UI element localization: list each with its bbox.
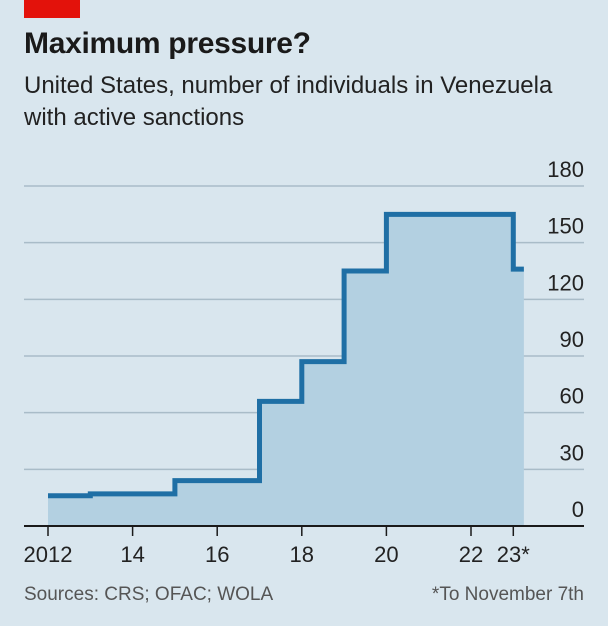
y-tick-label-0: 0 <box>572 497 584 522</box>
y-tick-label-150: 150 <box>547 214 584 239</box>
brand-tag <box>24 0 80 18</box>
x-axis-labels: 2012 14 16 18 20 22 23* <box>24 542 531 567</box>
y-tick-label-30: 30 <box>560 440 584 465</box>
x-axis <box>24 525 584 536</box>
series-line <box>48 211 524 499</box>
chart-title: Maximum pressure? <box>24 27 311 60</box>
x-tick-label-23*: 23* <box>497 542 530 567</box>
x-tick-label-16: 16 <box>205 542 229 567</box>
x-tick-label-18: 18 <box>290 542 314 567</box>
x-tick-label-2012: 2012 <box>24 542 73 567</box>
area-layer <box>48 214 524 527</box>
series-area <box>48 214 524 527</box>
y-tick-label-90: 90 <box>560 327 584 352</box>
sources-note: Sources: CRS; OFAC; WOLA <box>24 584 274 605</box>
line-layer <box>47 211 524 499</box>
y-tick-label-60: 60 <box>560 384 584 409</box>
footnote: *To November 7th <box>431 584 584 605</box>
y-tick-label-180: 180 <box>547 157 584 182</box>
x-tick-label-20: 20 <box>374 542 398 567</box>
y-axis-labels: 0 30 60 90 120 150 180 <box>547 157 584 522</box>
x-tick-label-14: 14 <box>120 542 144 567</box>
x-tick-label-22: 22 <box>459 542 483 567</box>
chart-subtitle: United States, number of individuals in … <box>24 72 553 131</box>
y-tick-label-120: 120 <box>547 270 584 295</box>
